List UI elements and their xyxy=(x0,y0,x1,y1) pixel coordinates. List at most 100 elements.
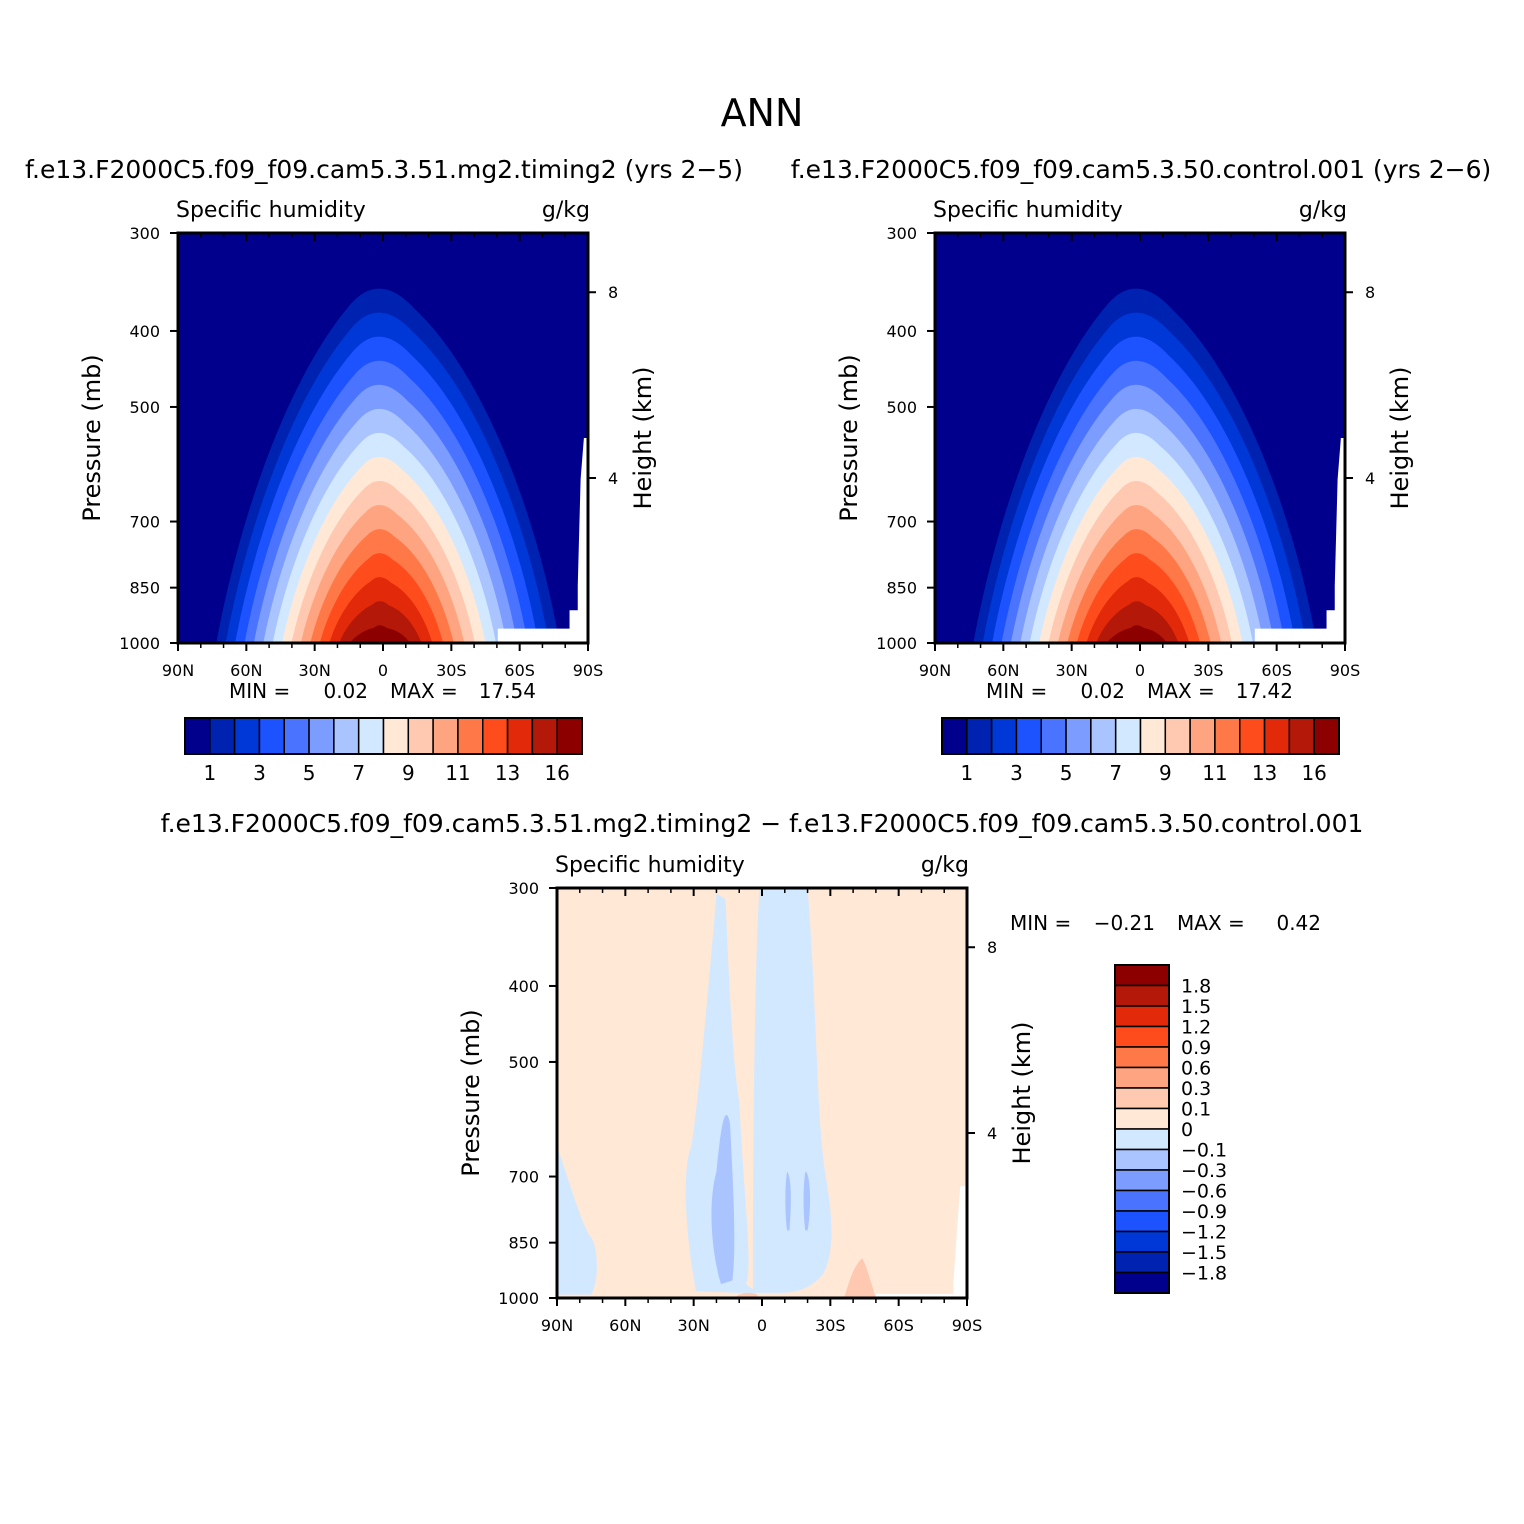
colorbar-box xyxy=(209,717,236,755)
x-tick-label: 90S xyxy=(573,661,604,680)
panel-title: f.e13.F2000C5.f09_f09.cam5.3.51.mg2.timi… xyxy=(25,155,743,184)
colorbar-box xyxy=(432,717,459,755)
y-axis-title: Pressure (mb) xyxy=(835,354,863,521)
variable-label: Specific humidity xyxy=(933,198,1123,223)
y-tick-label: 700 xyxy=(508,1168,539,1187)
colorbar-box xyxy=(1114,1230,1170,1253)
colorbar-box xyxy=(1114,1087,1170,1110)
humidity-contours xyxy=(935,233,1345,643)
y-tick-label: 400 xyxy=(129,322,160,341)
colorbar-box xyxy=(283,717,310,755)
colorbar-label: 3 xyxy=(1010,761,1023,785)
variable-label: Specific humidity xyxy=(176,198,366,223)
colorbar-box xyxy=(531,717,558,755)
y2-tick-label: 8 xyxy=(608,283,618,302)
colorbar-box xyxy=(382,717,410,755)
min-value: 0.02 xyxy=(323,679,368,703)
colorbar-box xyxy=(233,717,261,755)
colorbar-frame xyxy=(184,717,583,755)
axes: 90N 60N 30N 0 30S 60S 90S 300 400 500 700 850 1000 8 4… xyxy=(78,198,657,680)
diff-negative-pocket-south-2 xyxy=(785,1171,791,1231)
difference-contours xyxy=(557,888,967,1298)
y-tick-label: 850 xyxy=(886,579,917,598)
colorbar-label: 1 xyxy=(203,761,216,785)
y-tick-label: 850 xyxy=(129,579,160,598)
colorbar-box xyxy=(1114,1046,1170,1069)
x-tick-label: 60S xyxy=(883,1316,914,1335)
panel-1: 90N 60N 30N 0 30S 60S 90S 300 400 500 700 850 1000 8 4… xyxy=(78,198,657,680)
colorbar-label: 11 xyxy=(1202,761,1227,785)
y-axis-title: Pressure (mb) xyxy=(78,354,106,521)
diff-negative-pocket xyxy=(711,1114,735,1285)
x-tick-label: 30N xyxy=(678,1316,710,1335)
diff-min-value: −0.21 xyxy=(1094,911,1155,935)
units-label: g/kg xyxy=(1299,198,1347,223)
diff-negative-pocket-south xyxy=(803,1171,811,1231)
colorbar-label: −1.2 xyxy=(1181,1222,1227,1244)
colorbar-box xyxy=(1114,1271,1170,1294)
y-tick-label: 400 xyxy=(886,322,917,341)
x-tick-label: 0 xyxy=(1135,661,1145,680)
y-tick-label: 1000 xyxy=(876,634,917,653)
colorbar-box xyxy=(1114,1148,1170,1171)
x-tick-label: 60N xyxy=(987,661,1019,680)
diff-max-label: MAX = xyxy=(1177,911,1245,935)
y2-tick-label: 4 xyxy=(987,1124,997,1143)
colorbar-box xyxy=(1114,1025,1170,1048)
y-tick-label: 300 xyxy=(886,224,917,243)
y-tick-label: 700 xyxy=(886,513,917,532)
colorbar-box xyxy=(941,717,968,755)
units-label: g/kg xyxy=(921,853,969,878)
y-tick-label: 300 xyxy=(508,879,539,898)
y-tick-label: 1000 xyxy=(119,634,160,653)
variable-label: Specific humidity xyxy=(555,853,745,878)
colorbar-box xyxy=(308,717,335,755)
panel-1-colorbar: 1 3 5 7 9 11 13 16 xyxy=(184,717,583,785)
colorbar-frame xyxy=(941,717,1340,755)
min-value: 0.02 xyxy=(1080,679,1125,703)
x-tick-label: 30S xyxy=(815,1316,846,1335)
colorbar-box xyxy=(357,717,385,755)
x-tick-label: 30N xyxy=(1056,661,1088,680)
colorbar-label: 9 xyxy=(402,761,415,785)
x-tick-label: 90N xyxy=(162,661,194,680)
colorbar-label: −0.6 xyxy=(1181,1181,1227,1203)
y-tick-label: 300 xyxy=(129,224,160,243)
colorbar-box xyxy=(184,717,211,755)
colorbar-box xyxy=(1114,1107,1170,1130)
y-tick-label: 500 xyxy=(129,398,160,417)
colorbar-box xyxy=(333,717,360,755)
y-tick-label: 500 xyxy=(886,398,917,417)
diff-title: f.e13.F2000C5.f09_f09.cam5.3.51.mg2.timi… xyxy=(161,809,1364,838)
colorbar-box xyxy=(1040,717,1067,755)
colorbar-box xyxy=(1139,717,1167,755)
colorbar-label: 1.8 xyxy=(1181,976,1211,998)
colorbar-box xyxy=(457,717,484,755)
colorbar-label: 5 xyxy=(1060,761,1073,785)
colorbar-box xyxy=(1065,717,1092,755)
y2-tick-label: 4 xyxy=(1365,469,1375,488)
colorbar-box xyxy=(1114,1210,1170,1233)
x-tick-label: 30N xyxy=(299,661,331,680)
colorbar-box xyxy=(1263,717,1291,755)
missing-data-region xyxy=(1254,438,1345,643)
colorbar-box xyxy=(1114,1251,1170,1274)
y2-tick-label: 8 xyxy=(1365,283,1375,302)
colorbar-label: 0.9 xyxy=(1181,1037,1211,1059)
units-label: g/kg xyxy=(542,198,590,223)
colorbar-box xyxy=(1090,717,1117,755)
colorbar-box xyxy=(1313,717,1340,755)
colorbar-box xyxy=(506,717,534,755)
colorbar-box xyxy=(1114,1189,1170,1212)
colorbar-label: −1.8 xyxy=(1181,1263,1227,1285)
x-tick-label: 30S xyxy=(436,661,467,680)
y-tick-label: 1000 xyxy=(498,1289,539,1308)
colorbar-frame xyxy=(1114,964,1170,1294)
colorbar-box xyxy=(482,717,509,755)
x-tick-label: 30S xyxy=(1193,661,1224,680)
colorbar-label: 13 xyxy=(495,761,520,785)
y2-tick-label: 8 xyxy=(987,938,997,957)
y-tick-label: 500 xyxy=(508,1053,539,1072)
difference-colorbar: 1.81.51.20.90.60.30.10−0.1−0.3−0.6−0.9−1… xyxy=(1114,964,1227,1294)
y2-axis-title: Height (km) xyxy=(1386,367,1414,510)
